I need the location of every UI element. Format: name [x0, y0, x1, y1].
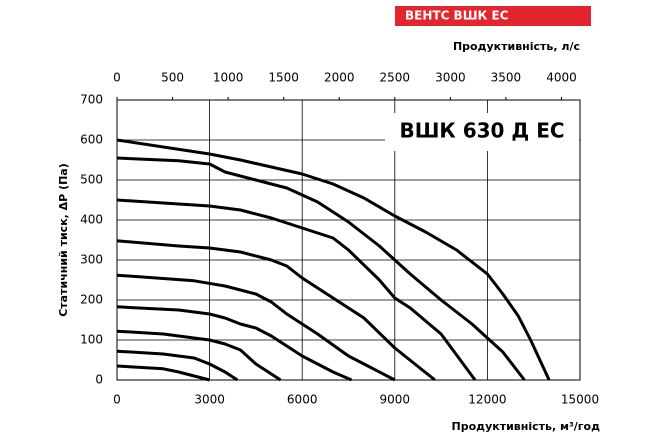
x2-tick-label: 2500: [380, 71, 411, 85]
x-tick-label: 0: [113, 393, 121, 407]
x2-tick-label: 1000: [213, 71, 244, 85]
y-tick-label: 400: [80, 213, 103, 227]
curve: [116, 273, 396, 382]
y-tick-label: 600: [80, 133, 103, 147]
x-axis-label: Продуктивність, м³/год: [452, 420, 601, 433]
curve: [116, 364, 210, 382]
curve: [116, 305, 353, 382]
y-axis-label: Статичний тиск, ΔР (Па): [57, 163, 70, 317]
curve: [116, 239, 436, 382]
x2-tick-label: 2000: [324, 71, 355, 85]
curve: [116, 329, 282, 382]
y-tick-label: 100: [80, 333, 103, 347]
curve: [116, 349, 239, 382]
x-tick-label: 12000: [468, 393, 506, 407]
x-tick-label: 3000: [194, 393, 225, 407]
x-tick-label: 6000: [287, 393, 318, 407]
y-tick-label: 700: [80, 93, 103, 107]
x2-tick-label: 3500: [491, 71, 522, 85]
x2-tick-label: 4000: [546, 71, 577, 85]
y-tick-label: 200: [80, 293, 103, 307]
curve: [116, 198, 477, 381]
x-tick-label: 9000: [380, 393, 411, 407]
x-tick-label: 15000: [561, 393, 599, 407]
y-tick-label: 0: [95, 373, 103, 387]
x2-tick-label: 500: [161, 71, 184, 85]
x2-tick-label: 1500: [268, 71, 299, 85]
x2-axis-label: Продуктивність, л/с: [453, 40, 580, 53]
chart-title: ВШК 630 Д ЕС: [399, 119, 564, 143]
x2-tick-label: 3000: [435, 71, 466, 85]
header: ВЕНТС ВШК ЕС: [405, 9, 509, 23]
y-tick-label: 500: [80, 173, 103, 187]
header-box: [395, 6, 591, 26]
curve: [116, 138, 551, 381]
curve: [116, 156, 526, 381]
x2-tick-label: 0: [113, 71, 121, 85]
y-tick-label: 300: [80, 253, 103, 267]
title-box: [385, 113, 579, 151]
